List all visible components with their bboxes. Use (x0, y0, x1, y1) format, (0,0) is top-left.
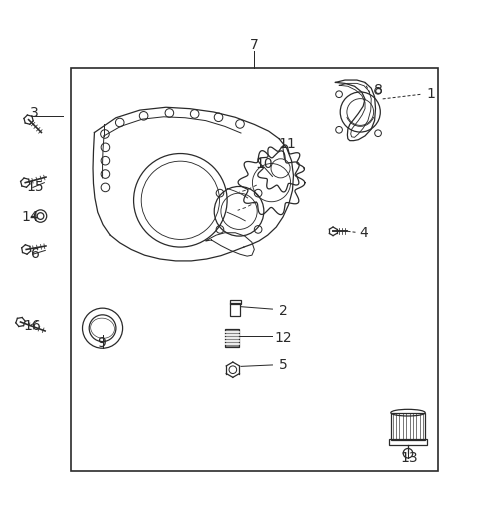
Text: 1: 1 (426, 88, 435, 102)
Text: 10: 10 (255, 156, 273, 170)
Text: 3: 3 (29, 106, 38, 121)
Bar (71, 68, 438, 471)
Bar (389, 439, 427, 445)
Bar (230, 303, 240, 316)
Bar (391, 413, 425, 440)
Text: 6: 6 (31, 247, 40, 261)
Text: 8: 8 (374, 82, 383, 96)
Text: 13: 13 (401, 452, 418, 466)
Text: 16: 16 (24, 319, 41, 333)
Text: 15: 15 (27, 180, 45, 194)
Text: 9: 9 (97, 336, 106, 350)
Text: 12: 12 (274, 330, 292, 345)
Text: 14: 14 (21, 210, 39, 224)
Text: 4: 4 (360, 226, 369, 240)
Text: 2: 2 (278, 305, 288, 319)
Bar (229, 300, 241, 304)
Bar (225, 329, 239, 347)
Text: 5: 5 (278, 358, 288, 372)
Text: 11: 11 (279, 137, 297, 151)
Text: 7: 7 (250, 38, 259, 52)
